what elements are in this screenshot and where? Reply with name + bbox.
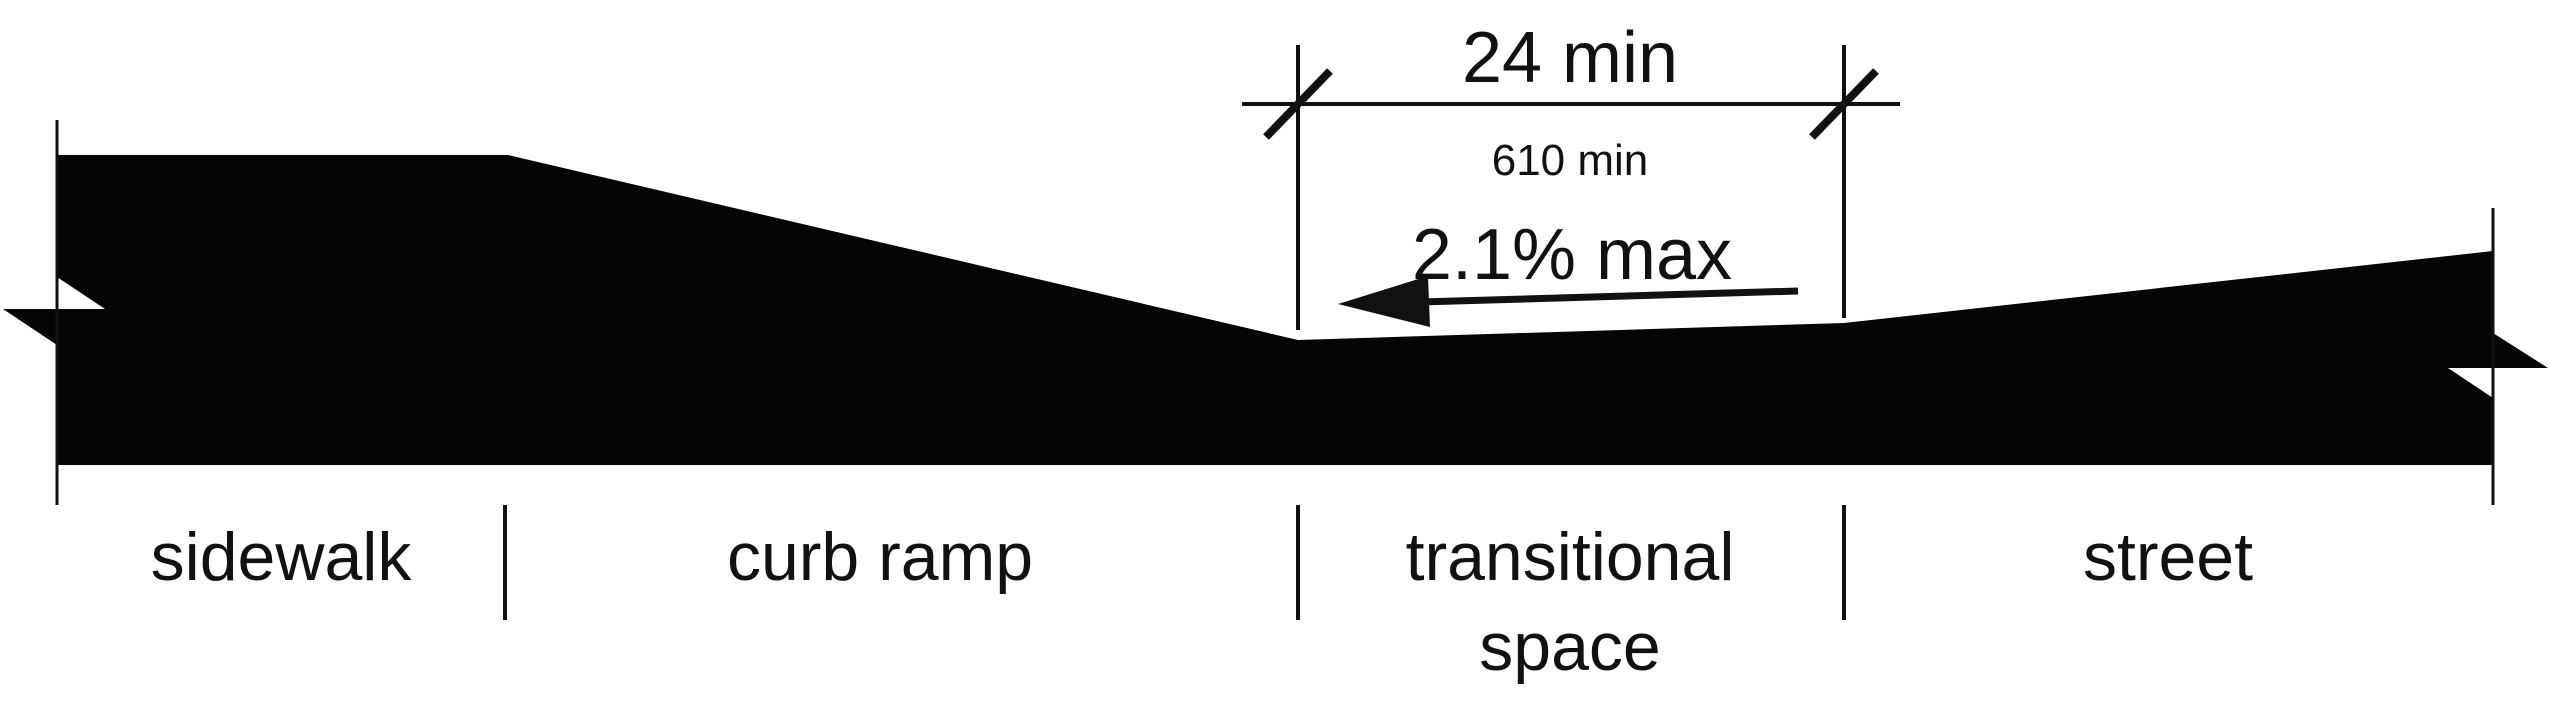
- surface-profile: [3, 155, 2548, 465]
- zone-label-transitional: transitional: [1406, 519, 1735, 595]
- zone-label-space: space: [1479, 609, 1660, 685]
- slope-arrow-head: [1338, 276, 1430, 327]
- dimension-metric-label: 610 min: [1492, 136, 1649, 185]
- dimension-tick-right: [1809, 68, 1879, 140]
- dimension-tick-left: [1263, 68, 1333, 140]
- zone-label-sidewalk: sidewalk: [151, 519, 413, 595]
- zone-label-street: street: [2083, 519, 2253, 595]
- slope-label: 2.1% max: [1412, 215, 1732, 295]
- slope-arrow-shaft: [1419, 287, 1799, 306]
- dimension-imperial-label: 24 min: [1462, 18, 1678, 98]
- zone-label-curb-ramp: curb ramp: [727, 519, 1033, 595]
